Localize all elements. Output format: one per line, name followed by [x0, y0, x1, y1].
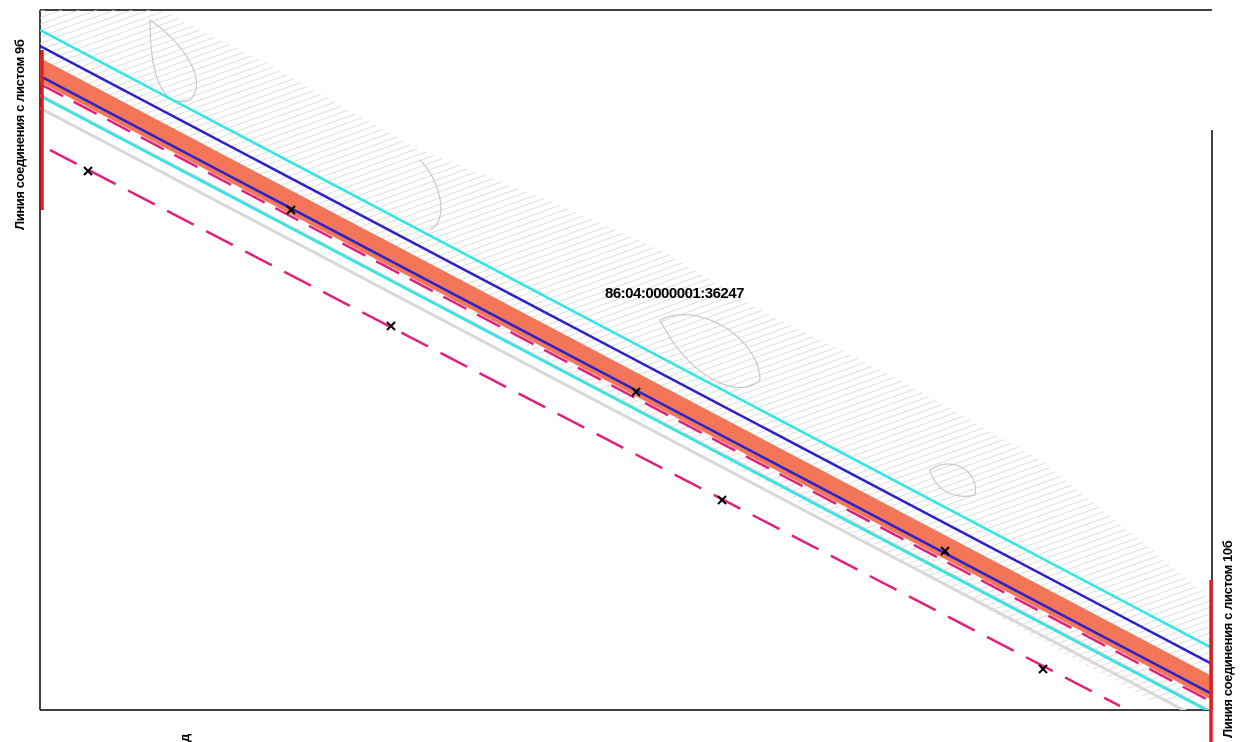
cross-marker-icon [717, 495, 727, 505]
magenta-dashed-line-outer [49, 148, 1121, 708]
join-label-right: Линия соединения с листом 10б [1220, 540, 1235, 738]
terrain-contour [929, 463, 977, 497]
cross-marker-icon [631, 387, 641, 397]
gray-boundary-line [40, 106, 1187, 710]
blue-lower-line [40, 74, 1210, 695]
terrain-contour [659, 314, 761, 389]
cross-marker-icon [83, 166, 93, 176]
cyan-lower-line [40, 94, 1209, 710]
north-mark-label: д [177, 733, 192, 742]
cross-marker-icon [940, 546, 950, 556]
cyan-upper-line [40, 28, 1210, 649]
join-label-left: Линия соединения с листом 9б [12, 39, 27, 230]
terrain-contour [419, 159, 442, 231]
orange-corridor [40, 58, 1210, 699]
magenta-dashed-line-inner [40, 82, 1210, 703]
cross-marker-icon [286, 205, 296, 215]
parcel-id-label: 86:04:0000001:36247 [605, 285, 744, 302]
cross-marker-icon [1038, 664, 1048, 674]
blue-upper-line [40, 44, 1210, 665]
terrain-contour [149, 18, 197, 103]
cross-marker-icon [386, 321, 396, 331]
